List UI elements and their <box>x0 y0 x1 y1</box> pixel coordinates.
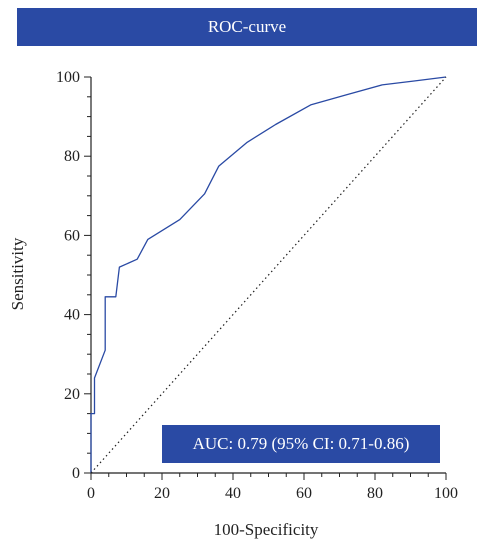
y-axis-label: Sensitivity <box>8 237 27 310</box>
x-tick-label: 20 <box>154 485 170 502</box>
roc-curve-line <box>90 76 447 473</box>
x-tick-label: 100 <box>434 485 458 502</box>
y-tick-label: 40 <box>64 307 80 324</box>
series-layer <box>90 76 447 474</box>
y-tick-label: 20 <box>64 386 80 403</box>
x-tick-label: 0 <box>87 485 95 502</box>
x-axis-label: 100-Specificity <box>214 520 319 539</box>
chart-title: ROC-curve <box>17 8 477 46</box>
y-tick-label: 80 <box>64 148 80 165</box>
y-tick-label: 60 <box>64 227 80 244</box>
axes: 0 20 40 60 80 100 0 20 40 60 80 100 <box>56 69 458 502</box>
x-tick-label: 60 <box>296 485 312 502</box>
x-tick-label: 80 <box>367 485 383 502</box>
x-tick-label: 40 <box>225 485 241 502</box>
auc-annotation: AUC: 0.79 (95% CI: 0.71-0.86) <box>162 425 440 463</box>
y-tick-label: 100 <box>56 69 80 86</box>
y-tick-label: 0 <box>72 465 80 482</box>
reference-diagonal-line <box>90 76 447 474</box>
